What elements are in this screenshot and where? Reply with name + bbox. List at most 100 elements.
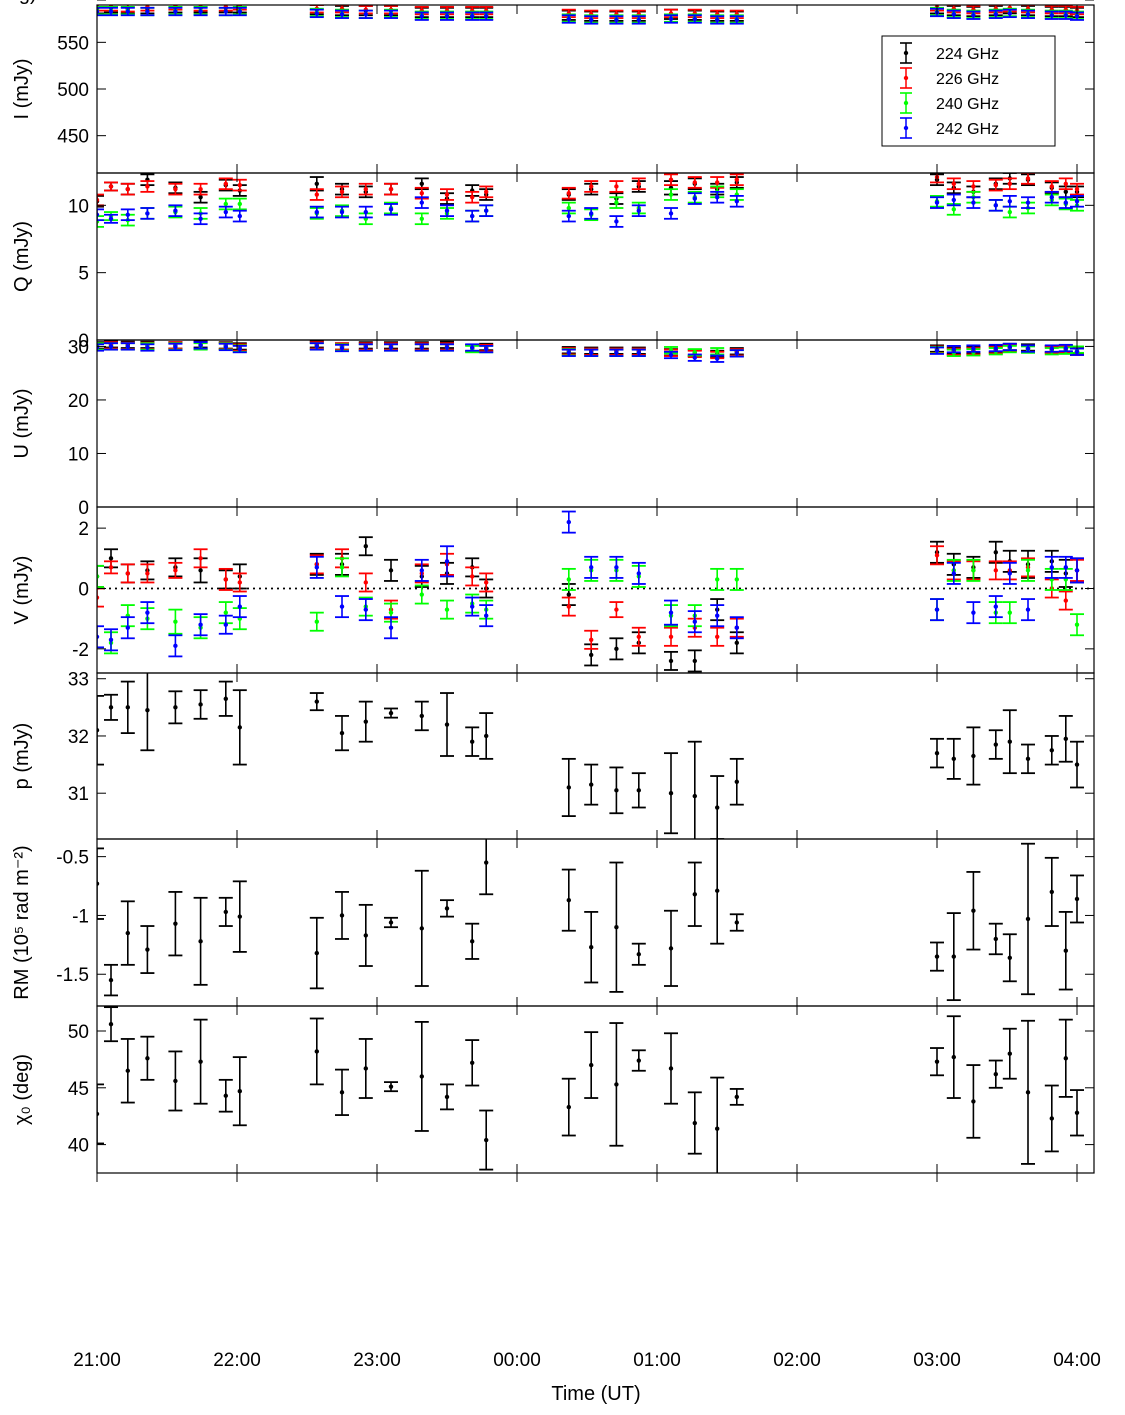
data-point bbox=[224, 610, 228, 614]
data-point bbox=[935, 751, 939, 755]
error-bar-point bbox=[584, 912, 598, 983]
y-axis-title: V (mJy) bbox=[11, 556, 33, 625]
data-point bbox=[1026, 917, 1030, 921]
data-point bbox=[340, 565, 344, 569]
error-bar-point bbox=[194, 898, 208, 985]
x-tick-label: 22:00 bbox=[213, 1350, 261, 1371]
x-tick-label: 04:00 bbox=[1053, 1350, 1101, 1371]
data-point bbox=[637, 182, 641, 186]
data-point bbox=[173, 644, 177, 648]
error-bar-point bbox=[465, 727, 479, 756]
error-bar-point bbox=[1031, 0, 1045, 2]
error-bar-point bbox=[140, 181, 154, 192]
data-point bbox=[238, 580, 242, 584]
data-point bbox=[1041, 0, 1045, 2]
error-bar-point bbox=[730, 759, 744, 805]
data-point bbox=[315, 11, 319, 15]
data-point bbox=[977, 0, 981, 2]
data-point bbox=[378, 0, 382, 2]
data-point bbox=[1050, 195, 1054, 199]
error-bar-point bbox=[104, 182, 118, 190]
data-point bbox=[735, 641, 739, 645]
data-point bbox=[408, 0, 412, 2]
data-point bbox=[589, 565, 593, 569]
data-point bbox=[994, 604, 998, 608]
data-point bbox=[187, 0, 191, 2]
data-point bbox=[669, 192, 673, 196]
data-point bbox=[614, 219, 618, 223]
data-point bbox=[567, 1105, 571, 1109]
error-bar-point bbox=[121, 682, 135, 734]
data-point bbox=[1072, 0, 1076, 2]
data-point bbox=[319, 0, 323, 2]
data-point bbox=[637, 209, 641, 213]
error-bar-point bbox=[472, 0, 486, 2]
error-bar-point bbox=[1020, 0, 1034, 2]
error-bar-point bbox=[1056, 0, 1070, 2]
data-point bbox=[238, 725, 242, 729]
data-point bbox=[484, 190, 488, 194]
data-point bbox=[445, 192, 449, 196]
data-point bbox=[445, 1095, 449, 1099]
data-point bbox=[173, 209, 177, 213]
error-bar-point bbox=[1014, 0, 1028, 2]
data-point bbox=[589, 945, 593, 949]
data-point bbox=[238, 183, 242, 187]
data-point bbox=[445, 14, 449, 18]
error-bar-point bbox=[670, 0, 684, 2]
data-point bbox=[669, 17, 673, 21]
data-point bbox=[198, 623, 202, 627]
data-point bbox=[728, 0, 732, 2]
error-bar-point bbox=[664, 753, 678, 833]
data-point bbox=[445, 0, 449, 2]
data-point bbox=[735, 351, 739, 355]
error-bar-point bbox=[966, 872, 980, 950]
data-point bbox=[484, 580, 488, 584]
data-point bbox=[693, 659, 697, 663]
error-bar-point bbox=[1003, 934, 1017, 981]
data-point bbox=[715, 349, 719, 353]
error-bar-point bbox=[440, 1084, 454, 1109]
data-point bbox=[952, 207, 956, 211]
data-point bbox=[1064, 182, 1068, 186]
error-bar-point bbox=[609, 181, 623, 192]
data-point bbox=[943, 0, 947, 2]
panel-3: 0102030U (mJy) bbox=[11, 337, 1094, 519]
error-bar-point bbox=[709, 0, 723, 2]
error-bar-point bbox=[730, 569, 744, 590]
data-point bbox=[420, 714, 424, 718]
data-point bbox=[994, 937, 998, 941]
data-point bbox=[340, 731, 344, 735]
data-point bbox=[666, 0, 670, 2]
error-bar-point bbox=[609, 197, 623, 208]
data-point bbox=[252, 0, 256, 2]
data-point bbox=[589, 782, 593, 786]
data-point bbox=[226, 0, 230, 2]
data-point bbox=[971, 909, 975, 913]
data-point bbox=[484, 734, 488, 738]
data-point bbox=[340, 210, 344, 214]
error-bar-point bbox=[465, 0, 479, 2]
error-bar-point bbox=[930, 739, 944, 768]
error-bar-point bbox=[310, 0, 324, 2]
data-point bbox=[315, 192, 319, 196]
data-point bbox=[126, 931, 130, 935]
error-bar-point bbox=[465, 211, 479, 222]
data-point bbox=[637, 571, 641, 575]
error-bar-point bbox=[573, 0, 587, 2]
error-bar-point bbox=[656, 0, 670, 2]
error-bar-point bbox=[632, 773, 646, 807]
data-point bbox=[470, 14, 474, 18]
error-bar-point bbox=[384, 708, 398, 717]
data-point bbox=[614, 200, 618, 204]
data-point bbox=[224, 182, 228, 186]
error-bar-point bbox=[562, 569, 576, 590]
data-point bbox=[145, 345, 149, 349]
data-point bbox=[484, 1138, 488, 1142]
error-bar-point bbox=[562, 1079, 576, 1136]
data-point bbox=[1050, 565, 1054, 569]
error-bar-point bbox=[121, 1039, 135, 1103]
data-point bbox=[308, 0, 312, 2]
error-bar-point bbox=[989, 542, 1003, 563]
error-bar-point bbox=[609, 1023, 623, 1146]
